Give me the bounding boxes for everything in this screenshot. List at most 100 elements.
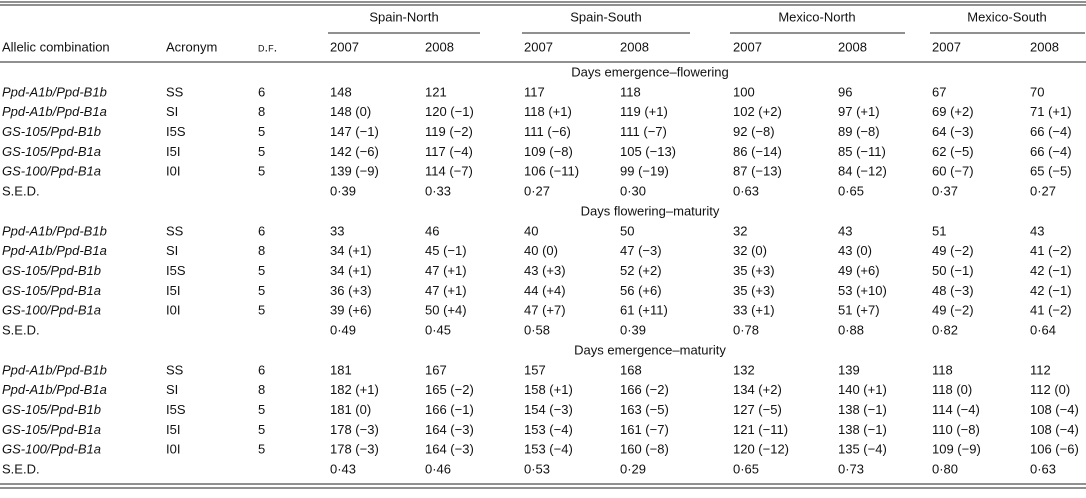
group-header: Spain-South	[570, 9, 642, 24]
cell: 34 (+1)	[330, 263, 372, 278]
cell: I0I	[166, 442, 180, 457]
cell: 121 (−11)	[733, 422, 788, 437]
cell: 51 (+7)	[838, 303, 880, 318]
cell: 41 (−2)	[1030, 243, 1072, 258]
cell: 92 (−8)	[733, 124, 775, 139]
cell: I5I	[166, 422, 180, 437]
cell: 163 (−5)	[620, 402, 669, 417]
cell: 35 (+3)	[733, 263, 775, 278]
cell: 62 (−5)	[932, 144, 974, 159]
cell: 108 (−4)	[1030, 402, 1079, 417]
cell: 102 (+2)	[733, 104, 782, 119]
cell: 117	[524, 84, 545, 99]
sed-cell: 0·65	[838, 183, 864, 198]
sed-label: S.E.D.	[2, 183, 40, 198]
cell: 85 (−11)	[838, 144, 886, 159]
cell: SI	[166, 243, 178, 258]
cell: 154 (−3)	[524, 402, 573, 417]
cell: 53 (+10)	[838, 283, 887, 298]
cell: Ppd-A1b/Ppd-B1b	[2, 362, 107, 377]
sed-cell: 0·88	[838, 322, 864, 337]
cell: Ppd-A1b/Ppd-B1a	[2, 104, 107, 119]
group-header: Mexico-North	[778, 9, 855, 24]
cell: 43 (+3)	[524, 263, 566, 278]
cell: 43 (0)	[838, 243, 872, 258]
cell: I5I	[166, 283, 180, 298]
sed-cell: 0·27	[1030, 183, 1056, 198]
cell: 50	[620, 223, 634, 238]
cell: 138 (−1)	[838, 402, 887, 417]
cell: 164 (−3)	[425, 442, 474, 457]
cell: 64 (−3)	[932, 124, 974, 139]
cell: Ppd-A1b/Ppd-B1a	[2, 382, 107, 397]
cell: 45 (−1)	[425, 243, 467, 258]
column-header: Allelic combination	[2, 39, 110, 54]
sed-cell: 0·39	[330, 183, 356, 198]
cell: 42 (−1)	[1030, 283, 1072, 298]
cell: 109 (−9)	[932, 442, 981, 457]
cell: 111 (−7)	[620, 124, 667, 139]
sed-cell: 0·63	[1030, 461, 1056, 476]
year-header: 2008	[1030, 39, 1059, 54]
sed-cell: 0·63	[733, 183, 759, 198]
sed-cell: 0·53	[524, 461, 550, 476]
cell: GS-100/Ppd-B1a	[2, 164, 101, 179]
year-header: 2007	[330, 39, 359, 54]
cell: 148	[330, 84, 352, 99]
cell: 127 (−5)	[733, 402, 782, 417]
cell: 8	[258, 243, 265, 258]
cell: 39 (+6)	[330, 303, 372, 318]
cell: 33	[330, 223, 344, 238]
cell: 166 (−2)	[620, 382, 669, 397]
cell: 139	[838, 362, 860, 377]
year-header: 2007	[733, 39, 762, 54]
cell: 69 (+2)	[932, 104, 974, 119]
cell: 41 (−2)	[1030, 303, 1072, 318]
cell: 148 (0)	[330, 104, 371, 119]
cell: 86 (−14)	[733, 144, 782, 159]
cell: 56 (+6)	[620, 283, 662, 298]
cell: 32	[733, 223, 747, 238]
cell: 105 (−13)	[620, 144, 676, 159]
cell: 181	[330, 362, 352, 377]
cell: GS-100/Ppd-B1a	[2, 303, 101, 318]
cell: I5S	[166, 402, 186, 417]
cell: 181 (0)	[330, 402, 371, 417]
sed-cell: 0·65	[733, 461, 759, 476]
cell: 5	[258, 442, 265, 457]
cell: 48 (−3)	[932, 283, 974, 298]
cell: GS-105/Ppd-B1b	[2, 402, 101, 417]
sed-cell: 0·30	[620, 183, 646, 198]
cell: 138 (−1)	[838, 422, 887, 437]
year-header: 2008	[425, 39, 454, 54]
sed-cell: 0·64	[1030, 322, 1056, 337]
year-header: 2008	[620, 39, 649, 54]
cell: 47 (+1)	[425, 283, 467, 298]
cell: 157	[524, 362, 546, 377]
cell: 89 (−8)	[838, 124, 880, 139]
group-header: Mexico-South	[967, 9, 1046, 24]
cell: 109 (−8)	[524, 144, 573, 159]
cell: 96	[838, 84, 852, 99]
cell: 168	[620, 362, 642, 377]
column-header: d.f.	[258, 39, 277, 54]
cell: 147 (−1)	[330, 124, 379, 139]
cell: 66 (−4)	[1030, 124, 1072, 139]
cell: I5S	[166, 263, 186, 278]
cell: 8	[258, 104, 265, 119]
cell: 153 (−4)	[524, 442, 573, 457]
cell: 121	[425, 84, 447, 99]
cell: 140 (+1)	[838, 382, 887, 397]
sed-cell: 0·33	[425, 183, 451, 198]
section-title: Days emergence–maturity	[574, 342, 726, 357]
cell: 71 (+1)	[1030, 104, 1072, 119]
cell: 52 (+2)	[620, 263, 662, 278]
cell: 119 (+1)	[620, 104, 668, 119]
sed-cell: 0·78	[733, 322, 759, 337]
cell: 132	[733, 362, 755, 377]
cell: 84 (−12)	[838, 164, 887, 179]
cell: 153 (−4)	[524, 422, 573, 437]
cell: 34 (+1)	[330, 243, 372, 258]
cell: 70	[1030, 84, 1044, 99]
